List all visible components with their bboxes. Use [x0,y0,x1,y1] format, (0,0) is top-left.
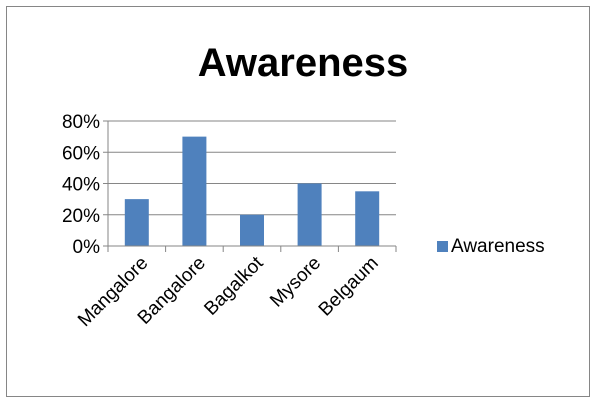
legend-label: Awareness [451,236,545,257]
legend: Awareness [437,236,545,257]
x-tick-label: Mysore [266,253,325,312]
y-tick-label: 0% [73,237,101,258]
gridlines [108,120,396,216]
bar-mangalore [124,199,149,246]
bar-belgaum [355,191,380,246]
bar-bangalore [182,136,207,246]
y-tick-label: 40% [62,175,100,196]
y-tick-label: 20% [62,206,100,227]
bars [124,136,380,246]
y-tick-label: 80% [62,112,100,133]
x-tick-label: Belgaum [315,253,383,321]
x-tick-label: Bagalkot [200,252,268,320]
axes [103,120,397,252]
bar-bagalkot [240,214,264,246]
chart-title: Awareness [198,41,409,85]
bar-mysore [297,183,322,246]
y-tick-labels: 0% 20% 40% 60% 80% [62,112,100,258]
legend-swatch [437,241,448,252]
y-tick-label: 60% [62,143,100,164]
